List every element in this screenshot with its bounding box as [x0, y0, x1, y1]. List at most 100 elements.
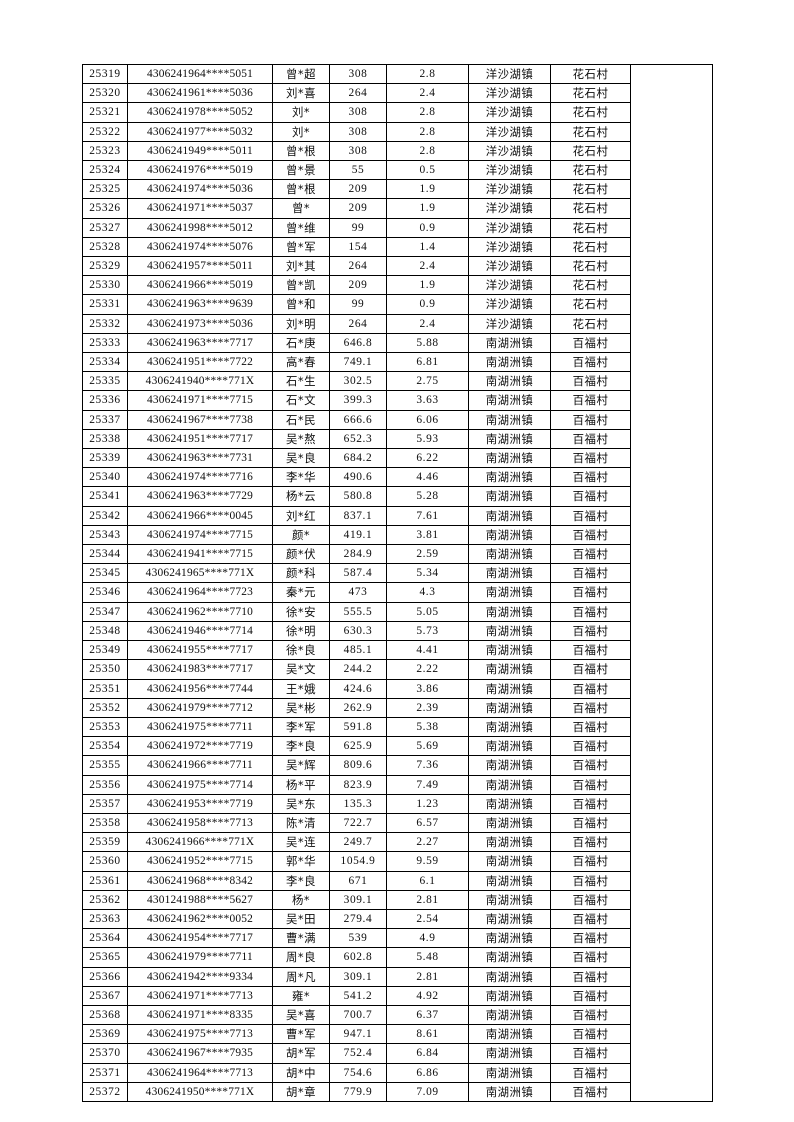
cell-amount: 837.1 [329, 505, 387, 526]
cell-amount: 55 [329, 160, 387, 181]
cell-village: 花石村 [550, 275, 631, 296]
cell-masked-id-number: 4306241951****7717 [127, 428, 273, 450]
cell-masked-id-number: 4306241971****8335 [127, 1004, 273, 1026]
cell-town: 洋沙湖镇 [468, 275, 551, 296]
cell-rate: 2.22 [386, 659, 469, 680]
cell-rate: 6.06 [386, 409, 469, 430]
cell-masked-person-name: 刘*红 [272, 505, 330, 526]
cell-masked-id-number: 4306241950****771X [127, 1081, 273, 1102]
cell-amount: 1054.9 [329, 851, 387, 872]
cell-masked-id-number: 4306241966****771X [127, 832, 273, 853]
table-container: 25319 4306241964****5051 曾*超 308 2.8 洋沙湖镇 花石村 2… [82, 63, 713, 1102]
cell-sequence-number: 25335 [82, 371, 128, 392]
cell-masked-person-name: 秦*元 [272, 582, 330, 603]
cell-town: 南湖洲镇 [468, 505, 551, 526]
cell-masked-person-name: 高*春 [272, 352, 330, 373]
cell-amount: 555.5 [329, 601, 387, 622]
cell-village: 百福村 [550, 1043, 631, 1064]
cell-rate: 1.9 [386, 275, 469, 296]
cell-masked-id-number: 4306241974****5076 [127, 236, 273, 258]
cell-sequence-number: 25353 [82, 716, 128, 738]
cell-masked-person-name: 李*良 [272, 736, 330, 757]
cell-town: 洋沙湖镇 [468, 121, 551, 142]
cell-masked-id-number: 4306241961****5036 [127, 83, 273, 104]
cell-sequence-number: 25320 [82, 83, 128, 104]
cell-amount: 602.8 [329, 947, 387, 968]
cell-masked-id-number: 4306241946****7714 [127, 620, 273, 642]
cell-sequence-number: 25368 [82, 1004, 128, 1026]
cell-sequence-number: 25352 [82, 697, 128, 718]
cell-sequence-number: 25369 [82, 1024, 128, 1045]
table-row: 25370 4306241967****7935 胡*军 752.4 6.84 南湖洲镇百… [82, 1043, 713, 1064]
cell-masked-id-number: 4306241963****7731 [127, 448, 273, 469]
cell-village: 百福村 [550, 851, 631, 872]
cell-masked-person-name: 石*庚 [272, 332, 330, 354]
cell-town: 南湖洲镇 [468, 640, 551, 661]
cell-amount: 539 [329, 928, 387, 949]
cell-masked-id-number: 4306241941****7715 [127, 544, 273, 565]
cell-sequence-number: 25360 [82, 851, 128, 872]
cell-masked-id-number: 4306241976****5019 [127, 160, 273, 181]
cell-amount: 279.4 [329, 908, 387, 930]
cell-sequence-number: 25354 [82, 736, 128, 757]
table-row: 25333 4306241963****7717 石*庚 646.8 5.88 南湖洲镇百… [82, 332, 713, 354]
cell-town: 南湖洲镇 [468, 659, 551, 680]
cell-town: 南湖洲镇 [468, 678, 551, 699]
cell-village: 百福村 [550, 524, 631, 546]
table-row: 25332 4306241973****5036 刘*明 264 2.4 洋沙湖镇 花石村 [82, 313, 713, 334]
cell-masked-person-name: 徐*明 [272, 620, 330, 642]
cell-masked-id-number: 4306241964****5051 [127, 63, 273, 85]
cell-village: 百福村 [550, 812, 631, 834]
table-row: 25348 4306241946****7714 徐*明 630.3 5.73 南湖洲镇百… [82, 620, 713, 642]
cell-rate: 7.36 [386, 755, 469, 776]
cell-masked-person-name: 吴*熬 [272, 428, 330, 450]
cell-rate: 9.59 [386, 851, 469, 872]
cell-sequence-number: 25319 [82, 63, 128, 85]
cell-sequence-number: 25350 [82, 659, 128, 680]
cell-rate: 0.5 [386, 160, 469, 181]
table-row: 25326 4306241971****5037 曾* 209 1.9 洋沙湖镇 花石村 [82, 198, 713, 219]
table-row: 25331 4306241963****9639 曾*和 99 0.9 洋沙湖镇 花石村 [82, 294, 713, 315]
cell-masked-id-number: 4306241998****5012 [127, 217, 273, 238]
table-row: 25344 4306241941****7715 颜*伏 284.9 2.59 南湖洲镇百… [82, 544, 713, 565]
cell-sequence-number: 25334 [82, 352, 128, 373]
cell-village: 百福村 [550, 640, 631, 661]
cell-town: 南湖洲镇 [468, 928, 551, 949]
cell-amount: 302.5 [329, 371, 387, 392]
cell-town: 南湖洲镇 [468, 1004, 551, 1026]
table-row: 25327 4306241998****5012 曾*维 99 0.9 洋沙湖镇 花石村 [82, 217, 713, 238]
cell-sequence-number: 25329 [82, 256, 128, 277]
cell-masked-id-number: 4306241963****7717 [127, 332, 273, 354]
cell-rate: 7.61 [386, 505, 469, 526]
cell-masked-id-number: 4306241955****7717 [127, 640, 273, 661]
cell-rate: 2.4 [386, 256, 469, 277]
cell-sequence-number: 25343 [82, 524, 128, 546]
cell-town: 南湖洲镇 [468, 736, 551, 757]
cell-masked-person-name: 曾*景 [272, 160, 330, 181]
cell-sequence-number: 25328 [82, 236, 128, 258]
cell-rate: 3.86 [386, 678, 469, 699]
cell-masked-id-number: 4306241975****7713 [127, 1024, 273, 1045]
cell-sequence-number: 25361 [82, 870, 128, 891]
cell-town: 洋沙湖镇 [468, 102, 551, 123]
cell-amount: 284.9 [329, 544, 387, 565]
cell-amount: 666.6 [329, 409, 387, 430]
cell-sequence-number: 25330 [82, 275, 128, 296]
cell-amount: 424.6 [329, 678, 387, 699]
cell-rate: 8.61 [386, 1024, 469, 1045]
cell-amount: 684.2 [329, 448, 387, 469]
cell-village: 百福村 [550, 985, 631, 1006]
cell-masked-person-name: 周*凡 [272, 966, 330, 987]
cell-sequence-number: 25322 [82, 121, 128, 142]
cell-masked-person-name: 李*军 [272, 716, 330, 738]
cell-sequence-number: 25349 [82, 640, 128, 661]
cell-masked-id-number: 4306241974****5036 [127, 179, 273, 200]
cell-town: 南湖洲镇 [468, 793, 551, 814]
cell-amount: 154 [329, 236, 387, 258]
cell-amount: 264 [329, 313, 387, 334]
cell-masked-id-number: 4306241977****5032 [127, 121, 273, 142]
cell-rate: 6.84 [386, 1043, 469, 1064]
table-row: 25364 4306241954****7717 曹*满 539 4.9 南湖洲镇 百福村 [82, 928, 713, 949]
cell-masked-person-name: 陈*清 [272, 812, 330, 834]
cell-rate: 5.28 [386, 486, 469, 507]
